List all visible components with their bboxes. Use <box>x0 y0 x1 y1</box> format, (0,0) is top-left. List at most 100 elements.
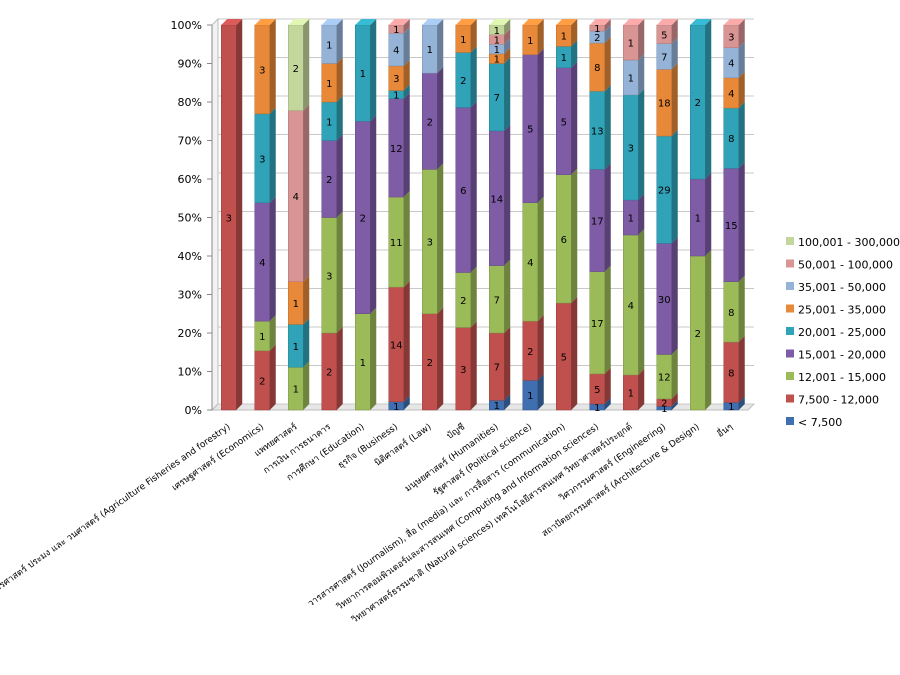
bar-segment: 2 <box>522 315 544 381</box>
legend: 100,001 - 300,000 50,001 - 100,000 35,001 … <box>786 236 900 429</box>
data-label: 2 <box>594 33 600 44</box>
legend-label: < 7,500 <box>798 416 842 429</box>
data-label: 1 <box>695 214 701 225</box>
bar-stack: 12 12 30 29 18 7 5 <box>656 19 678 415</box>
data-label: 1 <box>427 45 433 56</box>
bar-segment: 7 <box>489 327 511 401</box>
bar-segment: 18 <box>656 63 678 137</box>
data-label: 7 <box>494 93 500 104</box>
data-label: 3 <box>259 154 265 165</box>
bar-segment: 8 <box>723 336 745 403</box>
bar-segment: 2 <box>422 307 444 411</box>
bar-segment: 8 <box>589 37 611 92</box>
data-label: 2 <box>460 76 466 87</box>
bar-segment: 1 <box>690 173 712 257</box>
legend-item: 25,001 - 35,000 <box>786 304 886 317</box>
data-label: 4 <box>259 258 265 269</box>
legend-item: 15,001 - 20,000 <box>786 349 886 362</box>
bar-segment: 11 <box>388 191 410 288</box>
data-label: 2 <box>259 376 265 387</box>
bar-stack: 2 3 2 1 1 1 <box>321 19 343 411</box>
data-label: 2 <box>427 117 433 128</box>
data-label: 1 <box>494 45 500 56</box>
data-label: 18 <box>658 99 671 110</box>
data-label: 4 <box>728 89 734 100</box>
legend-label: 7,500 - 12,000 <box>798 394 879 407</box>
x-tick-label: นิติศาสตร์ (Law) <box>372 421 434 469</box>
legend-item: 12,001 - 15,000 <box>786 371 886 384</box>
legend-item: < 7,500 <box>786 416 842 429</box>
data-label: 1 <box>293 342 299 353</box>
data-label: 4 <box>628 301 634 312</box>
data-label: 1 <box>661 404 667 415</box>
bar-segment: 1 <box>355 307 377 411</box>
legend-swatch <box>786 327 794 335</box>
data-label: 1 <box>628 214 634 225</box>
bar-segment: 2 <box>422 67 444 170</box>
bar-stack: 1 8 8 15 8 4 4 3 <box>723 19 745 413</box>
data-label: 3 <box>393 74 399 85</box>
data-label: 2 <box>293 64 299 75</box>
data-label: 1 <box>728 402 734 413</box>
data-label: 6 <box>561 235 567 246</box>
bar-stack: 2 1 2 <box>690 19 712 411</box>
x-tick-label: เกษตรศาสตร์ ประมง และ วนศาสตร์ (Agricult… <box>0 421 232 603</box>
data-label: 1 <box>293 385 299 396</box>
data-label: 1 <box>360 358 366 369</box>
data-label: 3 <box>728 32 734 43</box>
bar-segment: 17 <box>589 163 611 272</box>
data-label: 8 <box>728 308 734 319</box>
data-label: 3 <box>460 365 466 376</box>
bar-segment: 3 <box>254 107 276 203</box>
y-tick-label: 70% <box>178 135 202 148</box>
data-label: 1 <box>494 26 500 37</box>
bar-segment: 3 <box>321 211 343 334</box>
data-label: 1 <box>594 403 600 414</box>
bar-segment: 4 <box>623 229 645 376</box>
data-label: 1 <box>259 332 265 343</box>
bar-segment: 3 <box>723 19 745 48</box>
data-label: 4 <box>728 59 734 70</box>
bar-segment: 1 <box>522 19 544 55</box>
bar-segment: 1 <box>321 19 343 64</box>
bar-segment: 1 <box>556 19 578 47</box>
bar-segment: 14 <box>489 124 511 266</box>
y-tick-label: 90% <box>178 58 202 71</box>
data-label: 2 <box>695 98 701 109</box>
data-label: 8 <box>728 368 734 379</box>
bar-segment: 1 <box>321 96 343 141</box>
data-label: 7 <box>494 295 500 306</box>
y-tick-label: 80% <box>178 96 202 109</box>
x-axis-labels: เกษตรศาสตร์ ประมง และ วนศาสตร์ (Agricult… <box>0 420 735 626</box>
legend-label: 35,001 - 50,000 <box>798 281 886 294</box>
data-label: 1 <box>594 24 600 35</box>
data-label: 4 <box>393 46 399 57</box>
bar-segment: 2 <box>288 19 310 111</box>
bar-stack: 5 6 5 1 1 <box>556 19 578 411</box>
y-tick-label: 0% <box>185 404 202 417</box>
data-label: 2 <box>661 399 667 410</box>
bar-segment: 5 <box>556 61 578 175</box>
data-label: 5 <box>527 125 533 136</box>
y-tick-label: 100% <box>171 19 202 32</box>
y-tick-label: 60% <box>178 173 202 186</box>
data-label: 8 <box>594 63 600 74</box>
data-label: 4 <box>293 192 299 203</box>
y-tick-label: 20% <box>178 327 202 340</box>
data-label: 1 <box>628 389 634 400</box>
bar-segment: 4 <box>723 41 745 79</box>
bar-segment: 2 <box>254 344 276 411</box>
bar-segment: 1 <box>288 318 310 368</box>
bar-segment: 8 <box>723 102 745 169</box>
data-label: 2 <box>326 175 332 186</box>
x-tick-label: บัญชี <box>445 421 467 441</box>
data-label: 1 <box>460 35 466 46</box>
bar-segment: 3 <box>422 163 444 314</box>
data-label: 11 <box>390 238 403 249</box>
bar-segment: 3 <box>455 321 477 411</box>
legend-swatch <box>786 237 794 245</box>
legend-label: 50,001 - 100,000 <box>798 259 893 272</box>
y-tick-label: 50% <box>178 212 202 225</box>
bar-segment: 1 <box>489 19 511 37</box>
